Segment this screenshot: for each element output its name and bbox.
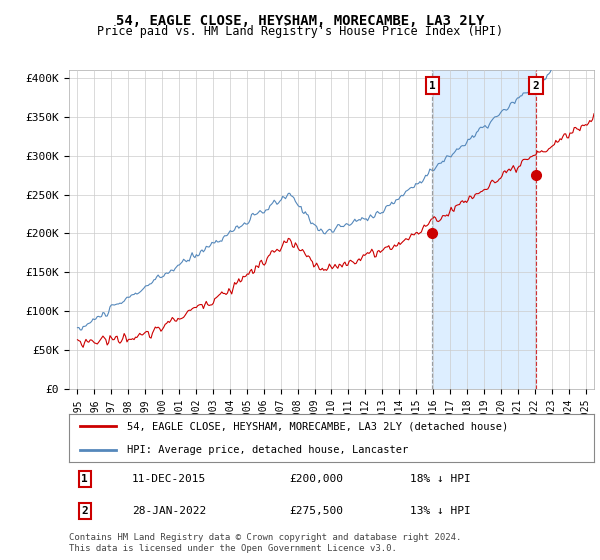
Text: HPI: Average price, detached house, Lancaster: HPI: Average price, detached house, Lanc… bbox=[127, 445, 408, 455]
Text: 2: 2 bbox=[82, 506, 88, 516]
Text: Contains HM Land Registry data © Crown copyright and database right 2024.
This d: Contains HM Land Registry data © Crown c… bbox=[69, 533, 461, 553]
Text: 1: 1 bbox=[82, 474, 88, 484]
Text: £275,500: £275,500 bbox=[290, 506, 343, 516]
Text: 28-JAN-2022: 28-JAN-2022 bbox=[132, 506, 206, 516]
Text: 18% ↓ HPI: 18% ↓ HPI bbox=[410, 474, 471, 484]
Bar bbox=[432, 70, 536, 389]
Text: Price paid vs. HM Land Registry's House Price Index (HPI): Price paid vs. HM Land Registry's House … bbox=[97, 25, 503, 38]
Text: 2: 2 bbox=[533, 81, 539, 91]
Text: 54, EAGLE CLOSE, HEYSHAM, MORECAMBE, LA3 2LY (detached house): 54, EAGLE CLOSE, HEYSHAM, MORECAMBE, LA3… bbox=[127, 421, 508, 431]
Text: 13% ↓ HPI: 13% ↓ HPI bbox=[410, 506, 471, 516]
Text: 54, EAGLE CLOSE, HEYSHAM, MORECAMBE, LA3 2LY: 54, EAGLE CLOSE, HEYSHAM, MORECAMBE, LA3… bbox=[116, 14, 484, 28]
Text: 11-DEC-2015: 11-DEC-2015 bbox=[132, 474, 206, 484]
Text: 1: 1 bbox=[429, 81, 436, 91]
Text: £200,000: £200,000 bbox=[290, 474, 343, 484]
